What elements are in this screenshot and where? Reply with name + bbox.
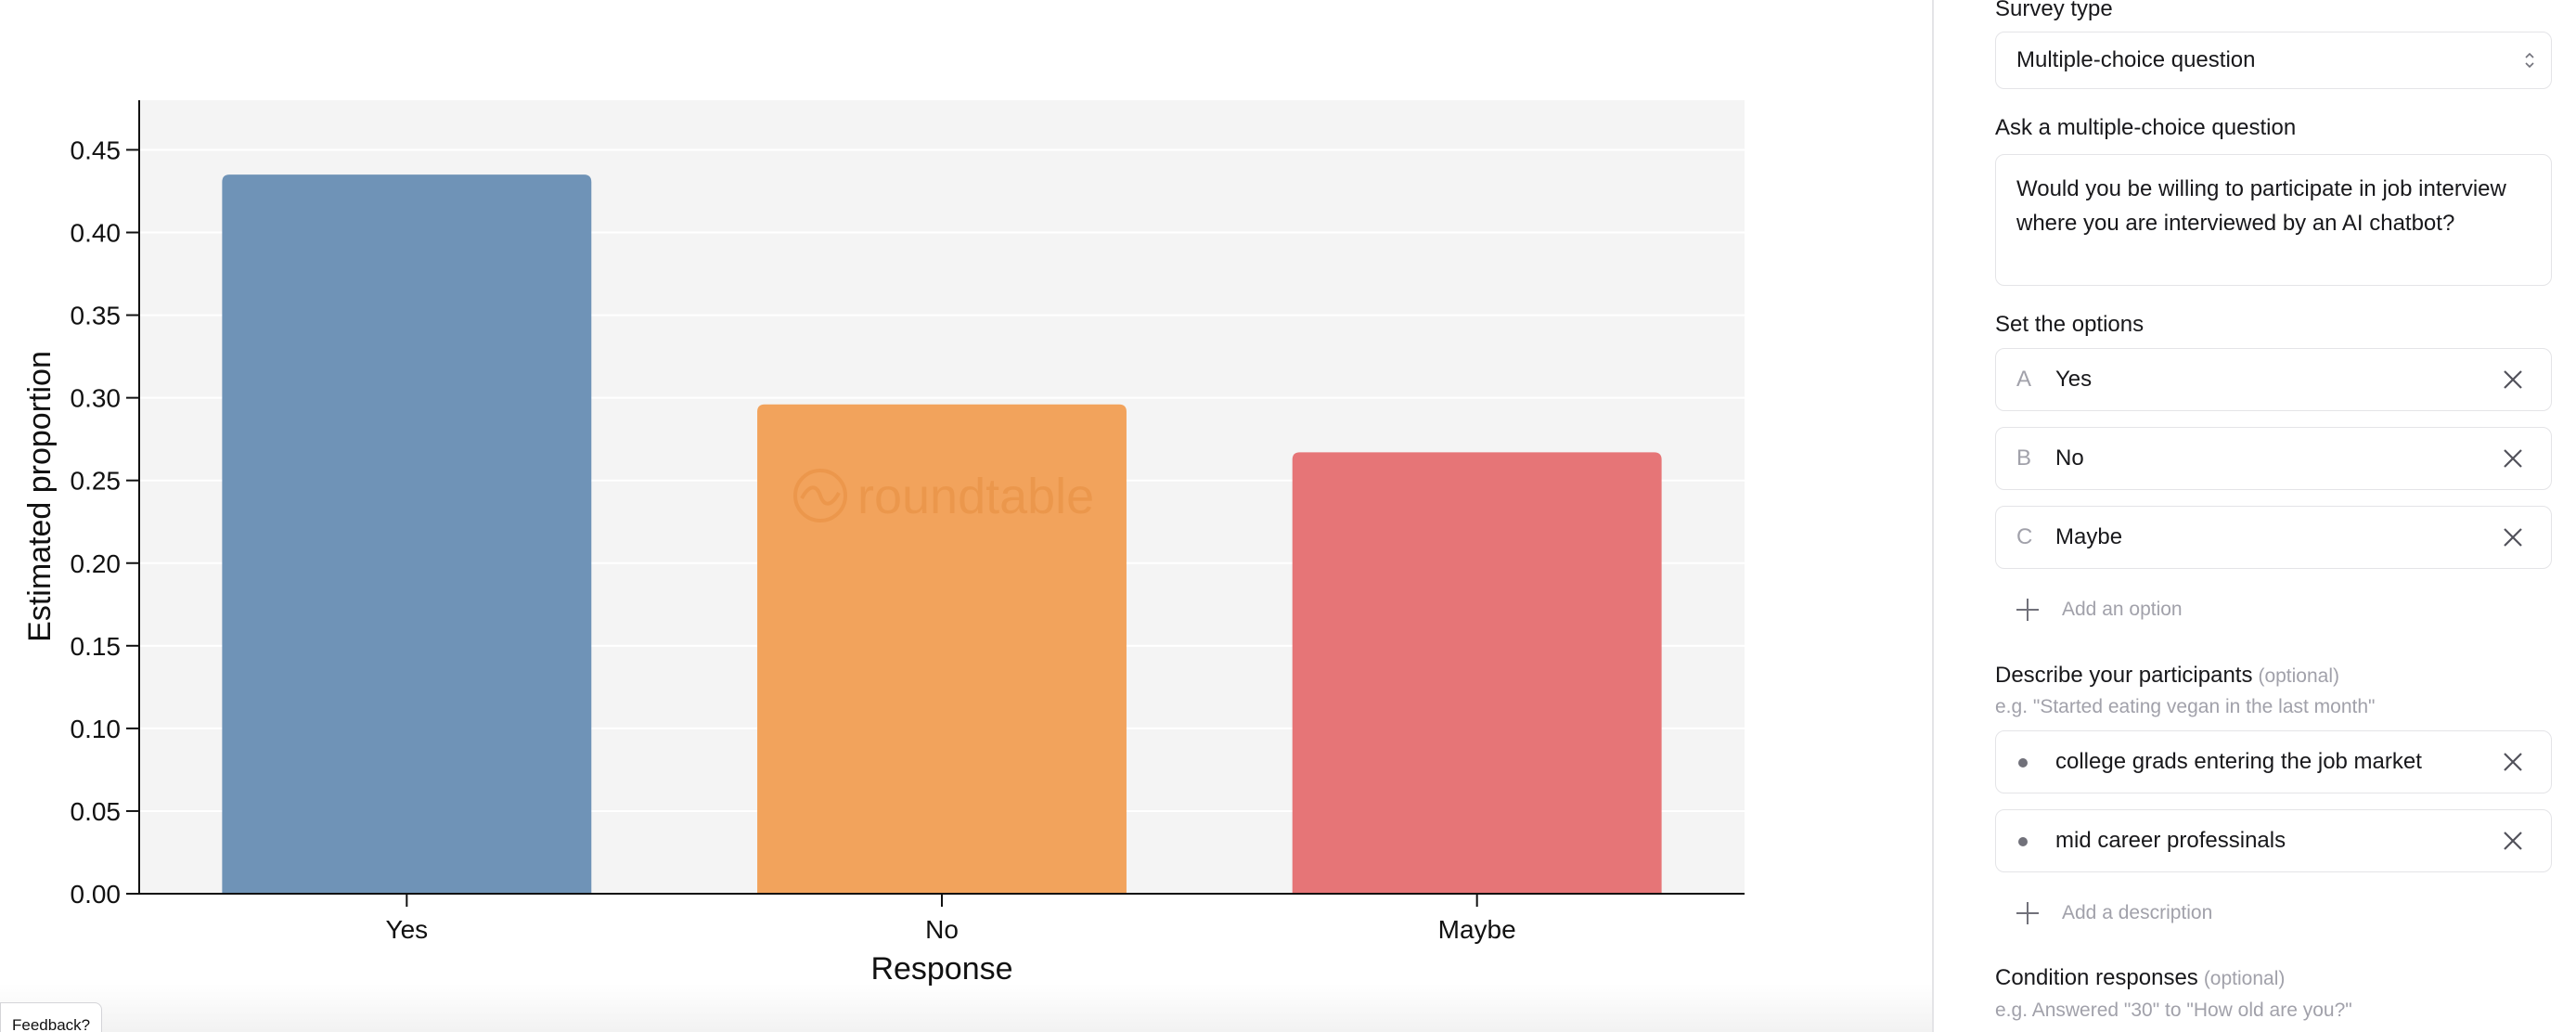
- bar-no: [757, 404, 1127, 894]
- y-axis-title: Estimated proportion: [22, 351, 58, 642]
- participant-text: mid career professinals: [2055, 828, 2286, 853]
- optional-tag: (optional): [2258, 665, 2340, 687]
- y-tick-label: 0.35: [71, 302, 122, 330]
- bar-maybe: [1292, 452, 1662, 894]
- y-tick-label: 0.25: [71, 467, 122, 496]
- x-tick-label: Yes: [385, 915, 428, 944]
- option-text: Yes: [2055, 367, 2093, 392]
- y-tick-label: 0.15: [71, 632, 122, 661]
- option-row-a[interactable]: A Yes: [1995, 348, 2552, 411]
- y-ticks: 0.00 0.05 0.10 0.15 0.20 0.25 0.30 0.35 0.40 0.45: [71, 135, 139, 909]
- question-label: Ask a multiple-choice question: [1995, 115, 2297, 140]
- watermark-text: roundtable: [857, 469, 1094, 524]
- watermark-logo-icon: [793, 469, 847, 522]
- y-tick-label: 0.30: [71, 384, 122, 413]
- y-tick-label: 0.45: [71, 135, 122, 164]
- question-textarea[interactable]: Would you be willing to participate in j…: [1995, 154, 2552, 286]
- participant-text: college grads entering the job market: [2055, 749, 2422, 774]
- bar-chart: roundtable 0.000.050.100.150.200.250.300…: [22, 100, 1745, 987]
- x-tick-label: No: [925, 915, 959, 944]
- bar-yes: [222, 174, 592, 894]
- participant-row-1[interactable]: college grads entering the job market: [1995, 730, 2552, 793]
- close-icon[interactable]: [2503, 831, 2523, 851]
- plus-icon: [2016, 902, 2039, 924]
- question-text: Would you be willing to participate in j…: [2016, 176, 2506, 236]
- survey-settings-panel: Survey type Multiple-choice question Ask…: [1932, 0, 2576, 1032]
- bars: [222, 174, 1662, 894]
- y-tick-label: 0.20: [71, 549, 122, 578]
- survey-type-label: Survey type: [1995, 0, 2113, 21]
- close-icon[interactable]: [2503, 527, 2523, 548]
- option-letter: C: [2016, 524, 2033, 549]
- condition-label-text: Condition responses: [1995, 965, 2198, 990]
- close-icon[interactable]: [2503, 369, 2523, 390]
- close-icon[interactable]: [2503, 448, 2523, 469]
- options-label: Set the options: [1995, 312, 2145, 337]
- participants-label-text: Describe your participants: [1995, 663, 2253, 688]
- option-text: No: [2055, 445, 2084, 471]
- optional-tag: (optional): [2203, 968, 2286, 989]
- watermark-wave-icon: [800, 485, 841, 506]
- bullet-icon: [2018, 837, 2028, 846]
- option-row-b[interactable]: B No: [1995, 427, 2552, 490]
- close-icon[interactable]: [2503, 752, 2523, 772]
- add-option-label: Add an option: [2062, 599, 2183, 620]
- y-tick-label: 0.10: [71, 715, 122, 743]
- option-text: Maybe: [2055, 524, 2123, 549]
- add-description-label: Add a description: [2062, 902, 2213, 923]
- plus-icon: [2016, 599, 2039, 621]
- option-letter: A: [2016, 367, 2032, 392]
- x-ticks: Yes No Maybe: [385, 894, 1516, 944]
- chart-area: roundtable 0.00 0.05 0.10 0.15 0.20 0.25 0.30 0…: [0, 100, 1932, 1032]
- watermark: roundtable: [793, 469, 1094, 524]
- option-row-c[interactable]: C Maybe: [1995, 506, 2552, 569]
- bullet-icon: [2018, 758, 2028, 768]
- condition-hint: e.g. Answered "30" to "How old are you?": [1995, 1000, 2352, 1021]
- y-tick-label: 0.00: [71, 880, 122, 909]
- participants-hint: e.g. "Started eating vegan in the last m…: [1995, 696, 2376, 717]
- participants-label: Describe your participants (optional): [1995, 663, 2339, 689]
- x-axis-title: Response: [870, 951, 1012, 987]
- feedback-button[interactable]: Feedback?: [0, 1002, 103, 1032]
- y-tick-label: 0.05: [71, 797, 122, 826]
- bottom-fade: [0, 984, 1932, 1032]
- x-tick-label: Maybe: [1438, 915, 1516, 944]
- survey-type-select[interactable]: Multiple-choice question: [1995, 32, 2552, 89]
- option-letter: B: [2016, 445, 2032, 471]
- survey-type-value: Multiple-choice question: [2016, 47, 2256, 72]
- y-tick-label: 0.40: [71, 219, 122, 248]
- chevron-up-down-icon: [2525, 52, 2534, 69]
- participant-row-2[interactable]: mid career professinals: [1995, 809, 2552, 872]
- condition-label: Condition responses (optional): [1995, 965, 2285, 991]
